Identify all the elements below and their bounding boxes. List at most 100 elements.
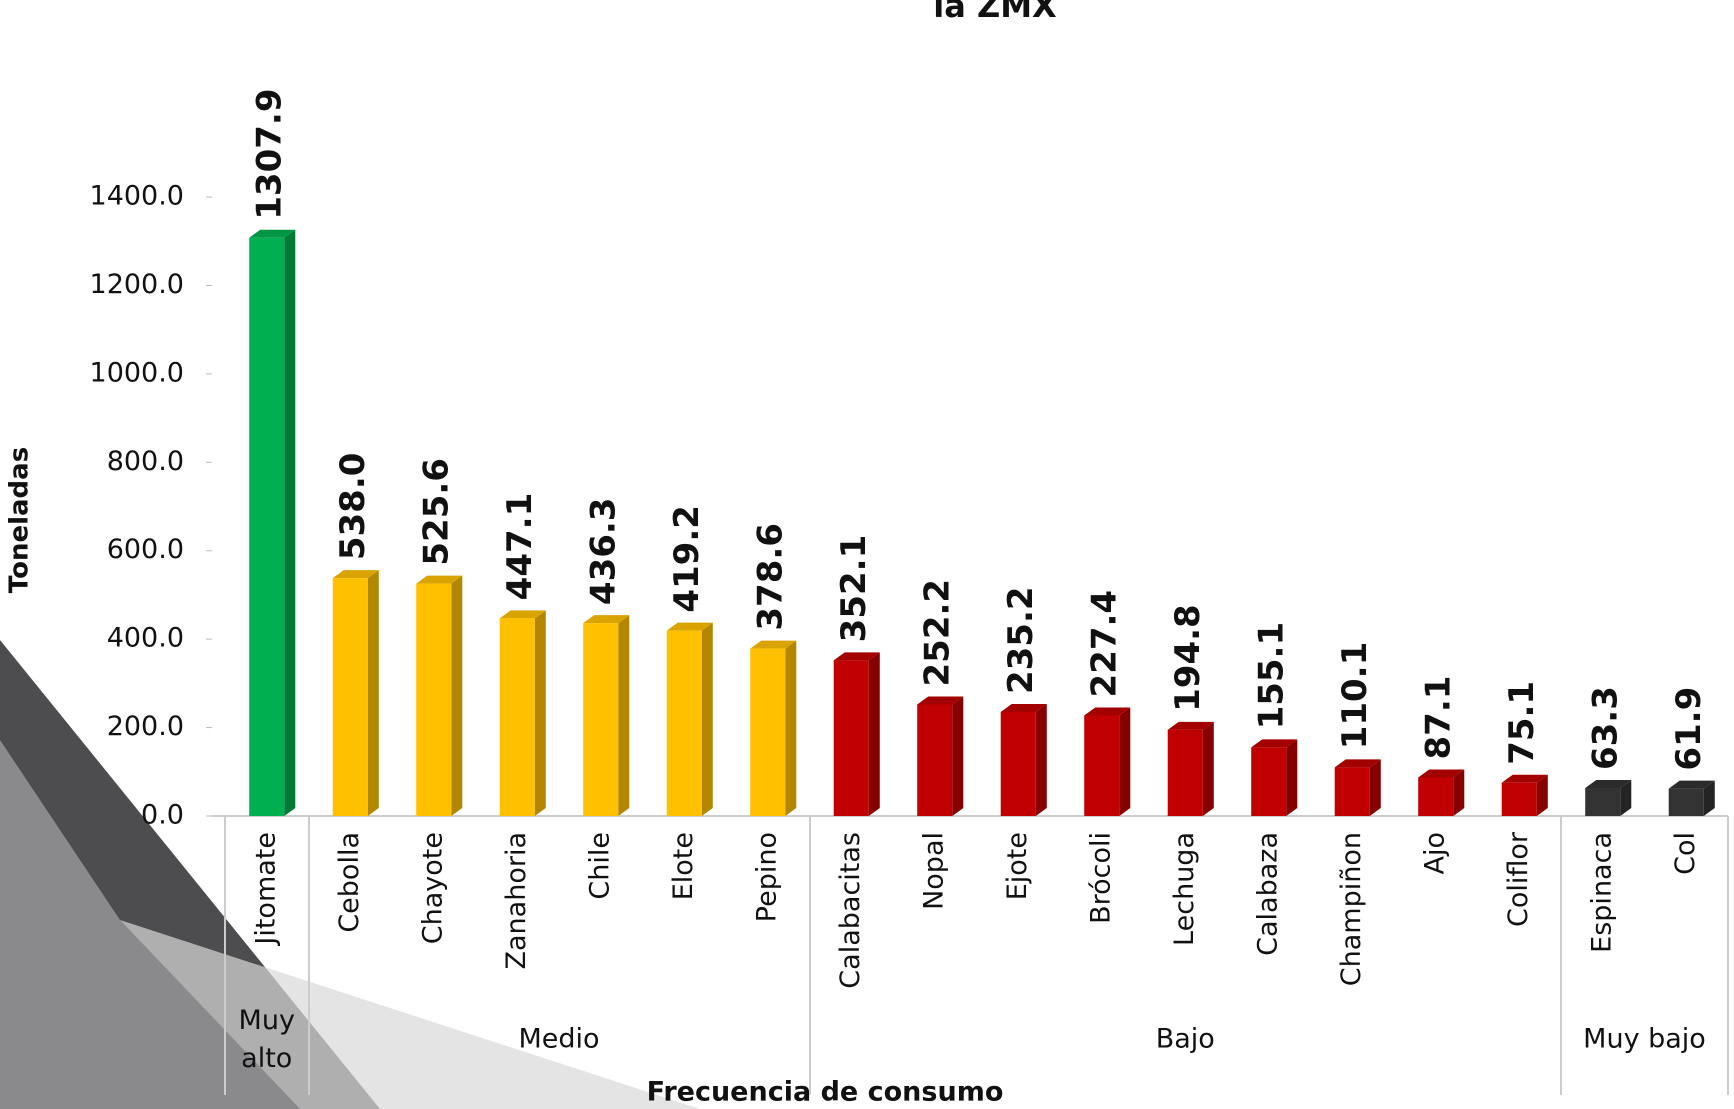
x-tick-label: Chile — [584, 832, 615, 900]
value-label: 194.8 — [1168, 604, 1208, 712]
x-tick-label: Calabaza — [1252, 832, 1283, 956]
x-axis-label: Frecuencia de consumo — [647, 1077, 1004, 1108]
bar — [1000, 712, 1036, 816]
bar-top — [249, 229, 296, 238]
value-label: 352.1 — [834, 535, 874, 643]
bar-side — [1453, 769, 1465, 816]
value-label: 447.1 — [500, 493, 540, 601]
x-tick-label: Champiñon — [1336, 832, 1367, 986]
bar — [249, 237, 285, 816]
bar-top — [1334, 759, 1381, 768]
bar-top — [499, 610, 546, 619]
bar — [1668, 788, 1704, 816]
value-label: 1307.9 — [249, 89, 289, 220]
value-label: 110.1 — [1335, 642, 1375, 750]
bar-side — [534, 610, 546, 816]
x-tick-label: Brócoli — [1085, 832, 1116, 924]
bar — [499, 618, 535, 816]
bar — [1334, 767, 1370, 816]
bar — [332, 578, 368, 816]
bar-top — [583, 615, 630, 624]
x-tick-label: Coliflor — [1503, 831, 1534, 927]
y-tick-label: 0.0 — [141, 800, 184, 831]
bar-side — [952, 696, 964, 816]
y-tick-label: 200.0 — [107, 711, 184, 742]
y-tick-label: 1200.0 — [90, 269, 184, 300]
bar-top — [917, 696, 964, 705]
x-tick-label: Lechuga — [1169, 832, 1200, 946]
bar-side — [1703, 780, 1715, 816]
bar-top — [1501, 774, 1548, 783]
x-tick-label: Espinaca — [1586, 832, 1617, 953]
x-tick-label: Nopal — [918, 832, 949, 910]
x-tick-label: Ajo — [1419, 832, 1450, 875]
bar-top — [332, 570, 379, 579]
bar-top — [666, 622, 713, 631]
bar-top — [833, 652, 880, 661]
group-label: Muy alto — [239, 1005, 295, 1074]
y-tick-label: 800.0 — [107, 446, 184, 477]
bar-top — [1167, 721, 1214, 730]
value-label: 378.6 — [750, 523, 790, 631]
bar-side — [701, 622, 713, 816]
bar — [1501, 782, 1537, 816]
value-label: 227.4 — [1084, 590, 1124, 698]
value-label: 252.2 — [917, 579, 957, 687]
bar-side — [785, 640, 797, 816]
x-tick-label: Pepino — [751, 832, 782, 922]
bar-side — [868, 652, 880, 816]
y-tick-label: 1400.0 — [90, 181, 184, 212]
group-label: Muy bajo — [1583, 1024, 1706, 1055]
bar — [1251, 747, 1287, 816]
bar-side — [1620, 780, 1632, 816]
value-label: 235.2 — [1001, 586, 1041, 694]
group-label: Bajo — [1156, 1024, 1215, 1055]
bar-top — [1668, 780, 1715, 789]
value-label: 525.6 — [416, 458, 456, 566]
bar — [583, 623, 619, 816]
value-label: 419.2 — [667, 505, 707, 613]
bar-side — [1369, 759, 1381, 816]
value-label: 436.3 — [583, 498, 623, 606]
bar — [917, 704, 953, 816]
bar — [1585, 788, 1621, 816]
bar-side — [618, 615, 630, 816]
bar-side — [451, 575, 463, 816]
y-tick-label: 1000.0 — [90, 357, 184, 388]
x-tick-label: Zanahoria — [501, 832, 532, 969]
x-tick-label: Col — [1670, 832, 1701, 875]
bar-side — [1119, 707, 1131, 816]
value-label: 63.3 — [1585, 686, 1625, 770]
x-tick-label: Calabacitas — [835, 832, 866, 989]
bar-side — [1202, 721, 1214, 816]
y-axis-label: Toneladas — [5, 447, 35, 593]
bar — [1167, 729, 1203, 816]
bar-side — [1035, 704, 1047, 816]
bar-top — [1251, 739, 1298, 748]
decoration — [120, 920, 700, 1109]
value-label: 87.1 — [1418, 676, 1458, 760]
x-tick-label: Ejote — [1002, 832, 1033, 900]
bar-side — [1286, 739, 1298, 816]
value-label: 155.1 — [1251, 622, 1291, 730]
bar-side — [1536, 774, 1548, 816]
decoration — [0, 740, 300, 1109]
value-label: 61.9 — [1669, 687, 1709, 771]
bar-top — [1000, 704, 1047, 713]
y-tick-label: 400.0 — [107, 623, 184, 654]
bar-side — [367, 570, 379, 816]
y-tick-label: 600.0 — [107, 534, 184, 565]
x-tick-label: Elote — [668, 832, 699, 900]
x-tick-label: Chayote — [417, 832, 448, 944]
x-tick-label: Jitomate — [250, 832, 281, 947]
bar — [833, 660, 869, 816]
bar-side — [284, 229, 296, 816]
bar-top — [750, 640, 797, 649]
x-tick-label: Cebolla — [334, 832, 365, 933]
value-label: 75.1 — [1502, 681, 1542, 765]
bar — [416, 583, 452, 816]
chart-title: la ZMX — [933, 0, 1057, 25]
bar-top — [416, 575, 463, 584]
bar-top — [1585, 780, 1632, 789]
